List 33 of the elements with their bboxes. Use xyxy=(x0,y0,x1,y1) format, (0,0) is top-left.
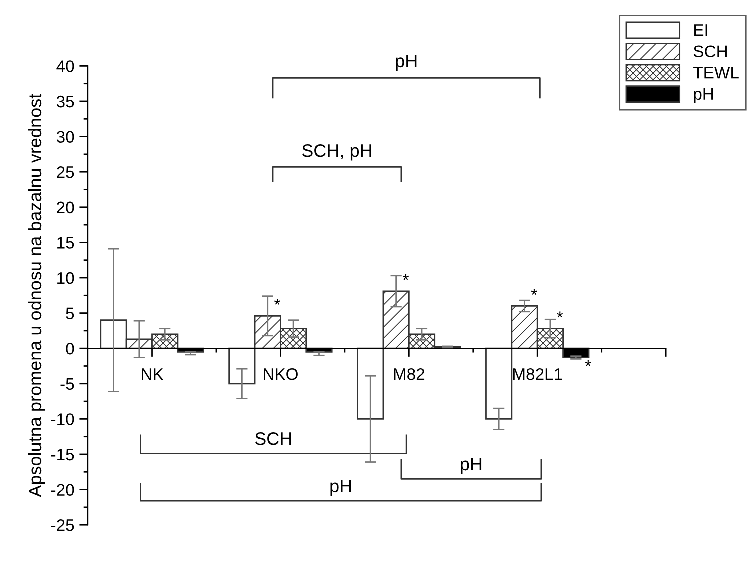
annotation: pH xyxy=(396,54,417,72)
y-tick-label: 15 xyxy=(58,237,74,249)
legend-label: SCH xyxy=(694,46,727,58)
legend-label: pH xyxy=(694,88,714,104)
y-tick-label: -20 xyxy=(51,484,74,496)
data-label: * xyxy=(274,299,281,305)
y-tick-label: -15 xyxy=(51,449,74,461)
data-label: * xyxy=(585,360,592,366)
annotation: SCH, pH xyxy=(302,144,372,161)
x-tick-label: NKO xyxy=(264,368,298,380)
y-tick-label: 30 xyxy=(56,131,74,143)
y-tick-label: -10 xyxy=(51,414,74,426)
x-tick-label: NK xyxy=(142,368,164,380)
y-tick-label: 20 xyxy=(57,202,74,214)
y-tick-label: -25 xyxy=(51,519,74,532)
y-tick-label: 5 xyxy=(66,308,74,320)
y-tick-label: 40 xyxy=(56,60,74,72)
data-label: * xyxy=(557,312,564,318)
y-tick-label: -5 xyxy=(60,378,74,390)
y-tick-label: 35 xyxy=(56,96,74,108)
y-axis-title: Apsolutna promena u odnosu na bazalnu vrednost xyxy=(28,94,46,498)
legend-label: EI xyxy=(694,24,708,36)
data-label: * xyxy=(531,289,538,296)
y-tick-label: 10 xyxy=(58,272,74,284)
annotation: SCH xyxy=(255,432,292,446)
annotation: pH xyxy=(330,480,352,496)
legend-label: TEWL xyxy=(694,67,739,79)
x-tick-label: M82 xyxy=(394,368,425,380)
y-tick-label: 25 xyxy=(57,166,74,178)
x-tick-label: M82L1 xyxy=(514,368,562,380)
y-tick-label: 0 xyxy=(66,343,74,355)
data-label: * xyxy=(403,274,409,280)
annotation: pH xyxy=(461,458,482,474)
